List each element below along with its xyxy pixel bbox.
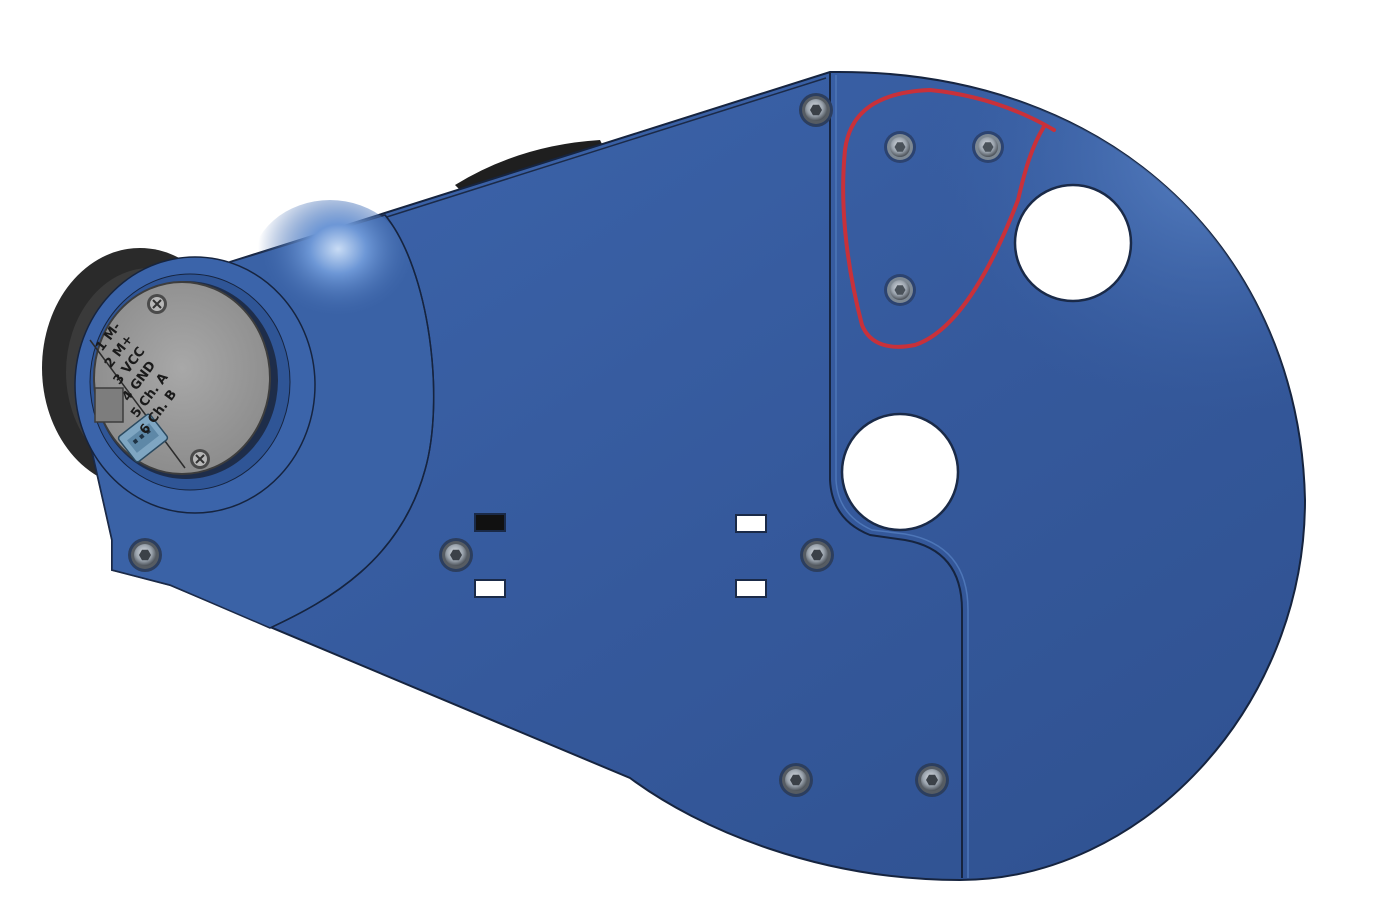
hand-drawn-outline-icon: [841, 88, 1056, 349]
bolt-mid-right: [800, 538, 834, 572]
bolt-left-corner: [128, 538, 162, 572]
slot-4: [735, 579, 767, 598]
bolt-bottom-right: [915, 763, 949, 797]
bolt-annotated-1: [884, 131, 916, 163]
bolt-annotated-2: [972, 131, 1004, 163]
encoder-connector: [117, 413, 169, 463]
hub-boss-line: [269, 214, 435, 629]
encoder-cap-divider: [89, 339, 186, 469]
bolt-bottom-left: [779, 763, 813, 797]
encoder-pin-labels: 1 M- 2 M+ 3 VCC 4 GND 5 Ch. A 6 Ch. B: [93, 320, 180, 438]
connector-housing: [94, 387, 124, 423]
hub-shine: [250, 200, 410, 340]
plate-seam-inner: [835, 75, 969, 878]
bolt-mid-left: [439, 538, 473, 572]
bolt-annotated-3: [884, 274, 916, 306]
large-hole-upper: [1013, 183, 1133, 303]
cap-screw-bottom: [190, 449, 210, 469]
large-hole-lower: [840, 412, 960, 532]
slot-3: [735, 514, 767, 533]
cap-screw-top: [147, 294, 167, 314]
bolt-top: [799, 93, 833, 127]
slot-1: [474, 513, 506, 532]
plate-seam: [829, 72, 963, 878]
slot-2: [474, 579, 506, 598]
